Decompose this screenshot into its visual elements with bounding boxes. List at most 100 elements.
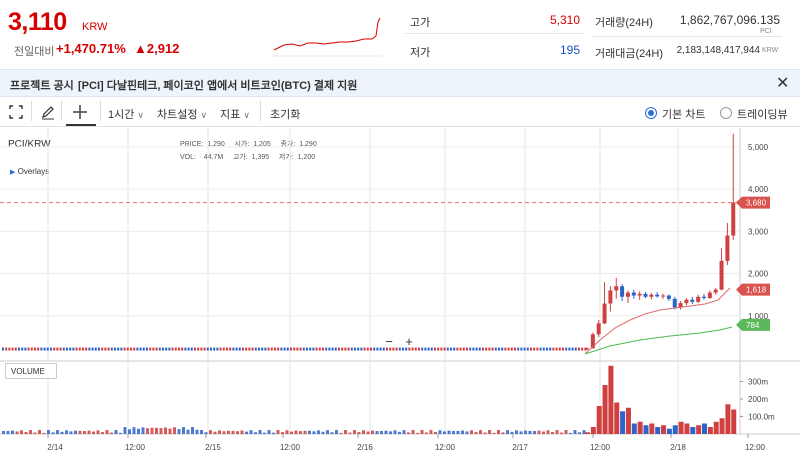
current-price: 3,110 xyxy=(8,8,67,36)
x-tick-label: 12:00 xyxy=(280,443,301,452)
current-price-badge: 3,680 xyxy=(746,199,767,208)
volume-bar-flat xyxy=(321,431,325,434)
candle-flat xyxy=(219,347,222,351)
candlestick-chart[interactable]: 1,000 2,000 3,000 4,000 5,000 2/14 12:00 2/15 12… xyxy=(0,128,800,462)
candle-body xyxy=(649,294,654,297)
candle-flat xyxy=(418,347,420,351)
vol-tick-label: 200m xyxy=(748,395,768,404)
basic-chart-radio[interactable] xyxy=(645,107,657,119)
volume-bar-flat xyxy=(218,430,221,434)
volume-bar-flat xyxy=(245,431,248,434)
volume-bar-flat xyxy=(146,428,149,434)
candle-flat xyxy=(517,347,520,351)
volume-bar-flat xyxy=(200,430,203,434)
fullscreen-icon[interactable] xyxy=(9,105,23,119)
candle-flat xyxy=(520,347,523,351)
candle-flat xyxy=(107,347,110,351)
volume-bar-flat xyxy=(389,431,392,434)
volume-bar-flat xyxy=(168,428,172,434)
candle-body xyxy=(702,296,706,299)
basic-chart-label[interactable]: 기본 차트 xyxy=(662,109,706,121)
candle-flat xyxy=(162,347,164,351)
volume-bar xyxy=(713,421,719,434)
candle-flat xyxy=(296,347,299,351)
zoom-in-button[interactable]: + xyxy=(405,334,413,349)
candle-flat xyxy=(322,347,324,351)
candle-body xyxy=(631,292,636,296)
candle-flat xyxy=(424,347,427,351)
volume-bar xyxy=(608,365,614,434)
volume-bar-flat xyxy=(303,430,307,434)
candle-flat xyxy=(216,347,219,351)
pencil-icon[interactable] xyxy=(40,104,56,120)
candle-flat xyxy=(62,347,65,351)
candle-flat xyxy=(174,347,177,351)
candle-flat xyxy=(130,347,132,351)
candle-flat xyxy=(66,347,68,351)
candle-flat xyxy=(421,347,424,351)
candle-flat xyxy=(507,347,510,351)
volume-bar-flat xyxy=(582,430,586,434)
overlays-toggle[interactable]: ▶ Overlays xyxy=(10,167,50,176)
volume-bar-flat xyxy=(249,430,253,434)
volume-bar-flat xyxy=(416,432,419,434)
candle-body xyxy=(696,296,701,302)
crosshair-icon[interactable] xyxy=(72,104,88,120)
tradingview-label[interactable]: 트레이딩뷰 xyxy=(737,109,788,121)
candle-flat xyxy=(578,347,580,351)
notice-text[interactable]: [PCI] 다날핀테크, 페이코인 앱에서 비트코인(BTC) 결제 지원 xyxy=(78,80,358,92)
volume-bar-flat xyxy=(285,430,289,434)
volume-bar-flat xyxy=(11,430,14,434)
candle-flat xyxy=(498,347,500,351)
candle-flat xyxy=(542,347,545,351)
indicators-dropdown[interactable]: 지표 ∨ xyxy=(220,109,250,121)
volume-bar-flat xyxy=(299,431,302,434)
reset-button[interactable]: 초기화 xyxy=(270,109,301,121)
volume-bar-flat xyxy=(276,430,280,434)
volume-bar xyxy=(707,427,713,434)
volume-bar-flat xyxy=(434,431,437,434)
close-icon[interactable]: ✕ xyxy=(776,75,790,92)
volume-bar-flat xyxy=(42,432,46,434)
zoom-out-button[interactable]: − xyxy=(385,334,393,349)
candle-flat xyxy=(155,347,158,351)
candle-flat xyxy=(82,347,84,351)
chart-settings-dropdown[interactable]: 차트설정 ∨ xyxy=(157,109,208,121)
tradingview-radio[interactable] xyxy=(720,107,732,119)
candle-flat xyxy=(120,347,123,351)
x-tick-label: 12:00 xyxy=(435,443,456,452)
volume-bar-flat xyxy=(348,432,352,434)
volume-bar-flat xyxy=(290,431,293,434)
notice-bar[interactable] xyxy=(0,69,800,97)
amount-value: 2,183,148,417,944 xyxy=(676,45,760,56)
toolbar-divider xyxy=(61,101,62,121)
interval-dropdown[interactable]: 1시간 ∨ xyxy=(108,109,145,121)
volume-bar-flat xyxy=(83,431,86,434)
volume-bar-flat xyxy=(515,430,518,434)
candle-body xyxy=(672,298,677,308)
candle-flat xyxy=(334,347,337,351)
ma-long-badge-bg xyxy=(736,318,770,331)
candle-flat xyxy=(440,347,443,351)
candle-flat xyxy=(501,347,504,351)
candle-body xyxy=(707,292,712,299)
candle-flat xyxy=(235,347,238,351)
candle-flat xyxy=(213,347,216,351)
candle-flat xyxy=(398,347,401,351)
candle-flat xyxy=(91,347,94,351)
candle-flat xyxy=(114,347,116,351)
volume-bar xyxy=(684,423,690,434)
candle-flat xyxy=(366,347,369,351)
volume-bar-flat xyxy=(573,430,577,434)
candle-flat xyxy=(325,347,328,351)
volume-bar-flat xyxy=(173,427,176,434)
candle-flat xyxy=(350,347,353,351)
candle-flat xyxy=(568,347,571,351)
volume-bar-flat xyxy=(137,428,140,434)
volume-bar xyxy=(696,425,702,434)
candle-body xyxy=(655,294,660,297)
candle-flat xyxy=(14,347,17,351)
candle-flat xyxy=(341,347,344,351)
volume-bar-flat xyxy=(78,430,82,434)
volume-bar-flat xyxy=(375,431,379,434)
